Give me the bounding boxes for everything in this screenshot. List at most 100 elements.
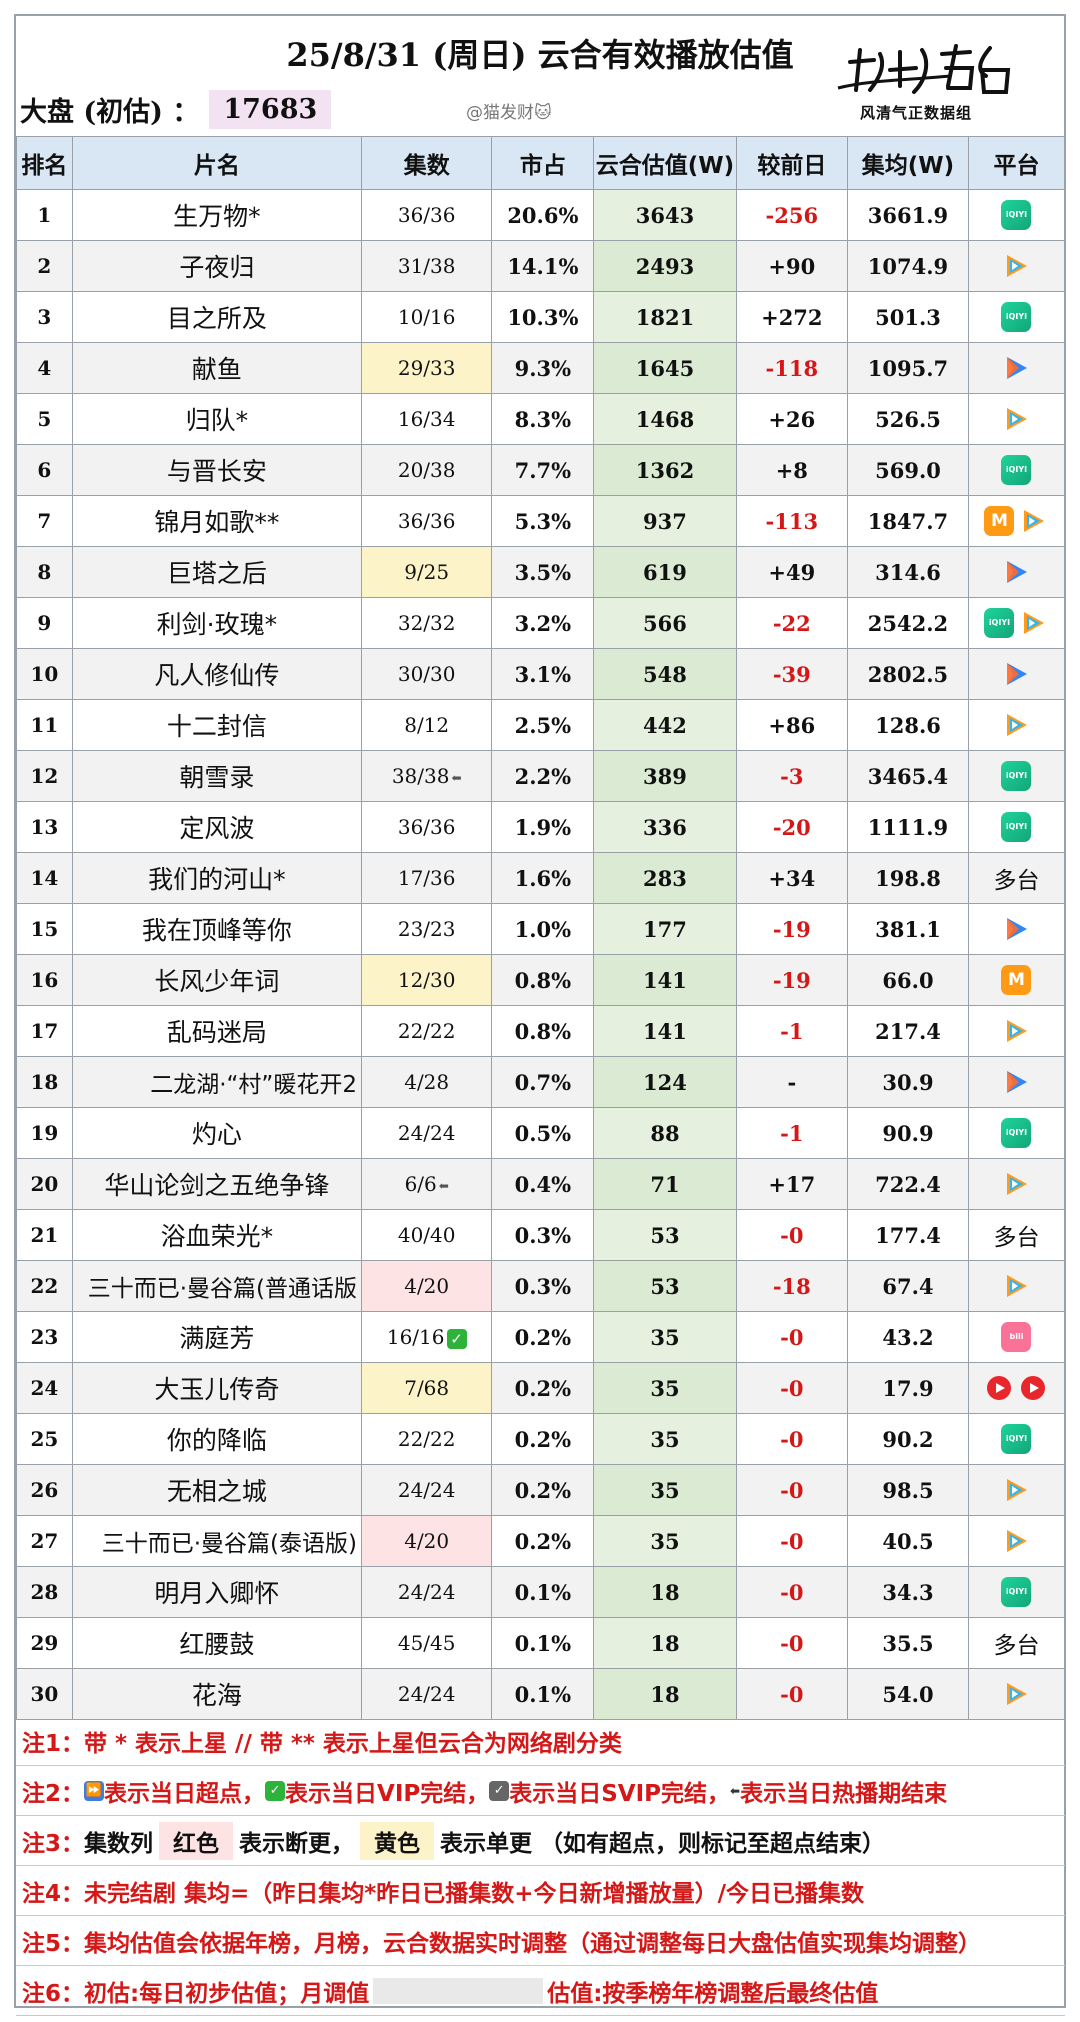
share-cell: 0.8% [491, 954, 595, 1006]
youku-icon [1001, 353, 1031, 383]
rank-cell: 18 [16, 1056, 73, 1108]
platform-cell: iQIYI [967, 1566, 1066, 1618]
value-cell: 141 [593, 954, 737, 1006]
average-cell: 34.3 [847, 1566, 969, 1618]
note-3-a: 集数列 [84, 1830, 154, 1857]
rank-cell: 7 [16, 495, 73, 547]
change-cell: - [735, 1056, 849, 1108]
title-cell: 利剑·玫瑰* [71, 597, 362, 649]
mango-tv-icon: M [1001, 965, 1032, 995]
episodes-cell: 20/38 [360, 444, 493, 496]
value-cell: 2493 [593, 240, 737, 292]
platform-cell: 多台 [967, 852, 1066, 904]
share-cell: 0.2% [491, 1362, 595, 1414]
youku-icon [1001, 914, 1031, 944]
rank-cell: 22 [16, 1260, 73, 1312]
episodes-value: 36/36 [397, 509, 456, 533]
group-logo: 风清气正数据组 [830, 40, 1020, 130]
title-cell: 巨塔之后 [71, 546, 362, 598]
rank-cell: 28 [16, 1566, 73, 1618]
title-cell: 乱码迷局 [71, 1005, 362, 1057]
platform-cell [967, 1515, 1066, 1567]
youku-icon [1001, 659, 1031, 689]
end-arrow-icon: ⬅ [438, 1178, 449, 1193]
title-cell: 三十而已·曼谷篇(普通话版 [71, 1260, 362, 1312]
iqiyi-icon: iQIYI [1001, 1118, 1032, 1148]
episodes-value: 36/36 [397, 815, 456, 839]
rank-cell: 11 [16, 699, 73, 751]
episodes-value: 16/16 [386, 1325, 445, 1349]
iqiyi-icon: iQIYI [1001, 812, 1032, 842]
episodes-cell: 40/40 [360, 1209, 493, 1261]
red-platform-icon [984, 1373, 1014, 1403]
episodes-cell: 38/38 ⬅ [360, 750, 493, 802]
episodes-value: 29/33 [397, 356, 456, 380]
average-cell: 501.3 [847, 291, 969, 343]
value-cell: 937 [593, 495, 737, 547]
title-cell: 子夜归 [71, 240, 362, 292]
notes-section: 注1：带 * 表示上星 // 带 ** 表示上星但云合为网络剧分类 注2： ⏩ … [16, 1716, 1065, 2016]
share-cell: 1.6% [491, 852, 595, 904]
youku-icon [1001, 557, 1031, 587]
episodes-cell: 6/6 ⬅ [360, 1158, 493, 1210]
iqiyi-icon: iQIYI [1001, 1424, 1032, 1454]
column-header-title: 片名 [71, 136, 362, 190]
change-cell: +17 [735, 1158, 849, 1210]
iqiyi-icon: iQIYI [1001, 1577, 1032, 1607]
title-cell: 目之所及 [71, 291, 362, 343]
platform-cell [967, 1464, 1066, 1516]
average-cell: 314.6 [847, 546, 969, 598]
value-cell: 35 [593, 1362, 737, 1414]
table-row: 22 三十而已·曼谷篇(普通话版 4/20 0.3% 53 -18 67.4 [16, 1260, 1066, 1312]
table-row: 25 你的降临 22/22 0.2% 35 -0 90.2 iQIYI [16, 1413, 1066, 1465]
average-cell: 3661.9 [847, 189, 969, 241]
episodes-cell: 23/23 [360, 903, 493, 955]
table-row: 17 乱码迷局 22/22 0.8% 141 -1 217.4 [16, 1005, 1066, 1057]
rank-cell: 13 [16, 801, 73, 853]
tencent-video-icon [1001, 1271, 1031, 1301]
share-cell: 10.3% [491, 291, 595, 343]
iqiyi-icon: iQIYI [984, 608, 1015, 638]
title-cell: 与晋长安 [71, 444, 362, 496]
average-cell: 217.4 [847, 1005, 969, 1057]
table-row: 12 朝雪录 38/38 ⬅ 2.2% 389 -3 3465.4 iQIYI [16, 750, 1066, 802]
title-cell: 我在顶峰等你 [71, 903, 362, 955]
rank-cell: 1 [16, 189, 73, 241]
note-4: 注4：未完结剧 集均=（昨日集均*昨日已播集数+今日新增播放量）/今日已播集数 [16, 1866, 1065, 1916]
note-6-b: 估值:按季榜年榜调整后最终估值 [547, 1980, 879, 2007]
episodes-value: 23/23 [397, 917, 456, 941]
vip-check-icon: ✓ [265, 1780, 286, 1801]
end-arrow-icon: ⬅ [451, 770, 462, 785]
table-row: 24 大玉儿传奇 7/68 0.2% 35 -0 17.9 [16, 1362, 1066, 1414]
title-cell: 二龙湖·“村”暖花开2 [71, 1056, 362, 1108]
episodes-value: 4/20 [404, 1529, 450, 1553]
note-6-a: 注6：初估:每日初步估值；月调值 [22, 1980, 370, 2007]
table-row: 18 二龙湖·“村”暖花开2 4/28 0.7% 124-30.9 [16, 1056, 1066, 1108]
tencent-video-icon [1018, 608, 1048, 638]
average-cell: 54.0 [847, 1668, 969, 1720]
average-cell: 128.6 [847, 699, 969, 751]
fast-forward-icon: ⏩ [84, 1780, 105, 1801]
change-cell: -0 [735, 1362, 849, 1414]
episodes-cell: 24/24 [360, 1107, 493, 1159]
average-cell: 381.1 [847, 903, 969, 955]
episodes-cell: 4/20 [360, 1260, 493, 1312]
table-row: 8 巨塔之后 9/25 3.5% 619 +49 314.6 [16, 546, 1066, 598]
share-cell: 0.4% [491, 1158, 595, 1210]
share-cell: 2.2% [491, 750, 595, 802]
share-cell: 2.5% [491, 699, 595, 751]
change-cell: -256 [735, 189, 849, 241]
share-cell: 1.9% [491, 801, 595, 853]
title-cell: 献鱼 [71, 342, 362, 394]
average-cell: 17.9 [847, 1362, 969, 1414]
value-cell: 548 [593, 648, 737, 700]
episodes-cell: 30/30 [360, 648, 493, 700]
platform-cell: M [967, 495, 1066, 547]
share-cell: 3.1% [491, 648, 595, 700]
value-cell: 283 [593, 852, 737, 904]
platform-cell: bili [967, 1311, 1066, 1363]
youku-icon [1001, 1067, 1031, 1097]
episodes-value: 7/68 [404, 1376, 450, 1400]
title-cell: 定风波 [71, 801, 362, 853]
platform-cell: M [967, 954, 1066, 1006]
